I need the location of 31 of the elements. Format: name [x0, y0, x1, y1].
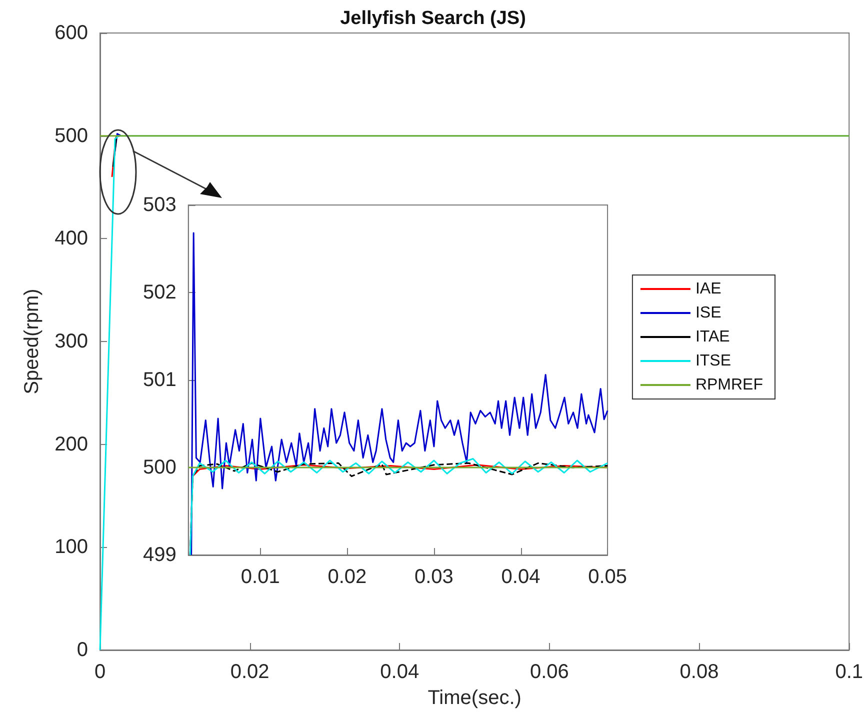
x-tick-label: 0.04: [380, 661, 420, 683]
x-tick-label: 0.02: [328, 566, 367, 588]
legend-label: ITSE: [695, 352, 732, 370]
x-tick-label: 0.02: [230, 661, 270, 683]
x-tick-label: 0.05: [588, 566, 628, 588]
y-tick-label: 501: [142, 369, 176, 391]
x-tick-label: 0.01: [240, 566, 280, 588]
x-tick-label: 0.1: [835, 661, 864, 683]
x-axis-title: Time(sec.): [428, 687, 522, 709]
y-tick-label: 503: [142, 194, 176, 216]
x-tick-label: 0.08: [680, 661, 719, 683]
x-tick-label: 0.06: [530, 661, 569, 683]
y-tick-label: 499: [142, 544, 176, 566]
legend-label: ISE: [695, 304, 722, 322]
y-tick-label: 500: [54, 124, 88, 147]
y-tick-label: 300: [54, 330, 88, 352]
y-tick-label: 502: [142, 282, 176, 304]
y-tick-label: 0: [76, 639, 88, 661]
y-tick-label: 400: [54, 228, 88, 250]
x-tick-label: 0.04: [501, 566, 540, 588]
x-tick-label: 0: [94, 661, 106, 683]
y-tick-label: 200: [54, 433, 88, 456]
legend-label: ITAE: [695, 328, 730, 346]
y-tick-label: 100: [54, 536, 88, 558]
y-tick-label: 600: [54, 22, 88, 44]
y-axis-title: Speed(rpm): [21, 288, 43, 394]
chart-title: Jellyfish Search (JS): [340, 8, 526, 29]
legend-label: IAE: [695, 280, 722, 298]
y-tick-label: 500: [142, 456, 176, 478]
x-tick-label: 0.03: [414, 566, 454, 588]
legend-label: RPMREF: [695, 376, 764, 394]
